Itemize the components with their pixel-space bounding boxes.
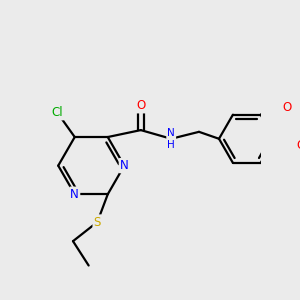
Text: O: O (136, 99, 146, 112)
Text: N
H: N H (167, 128, 175, 150)
Text: N: N (70, 188, 79, 201)
Text: Cl: Cl (52, 106, 63, 119)
Text: N: N (120, 159, 129, 172)
Text: O: O (282, 101, 291, 114)
Text: O: O (296, 139, 300, 152)
Text: S: S (94, 215, 101, 229)
